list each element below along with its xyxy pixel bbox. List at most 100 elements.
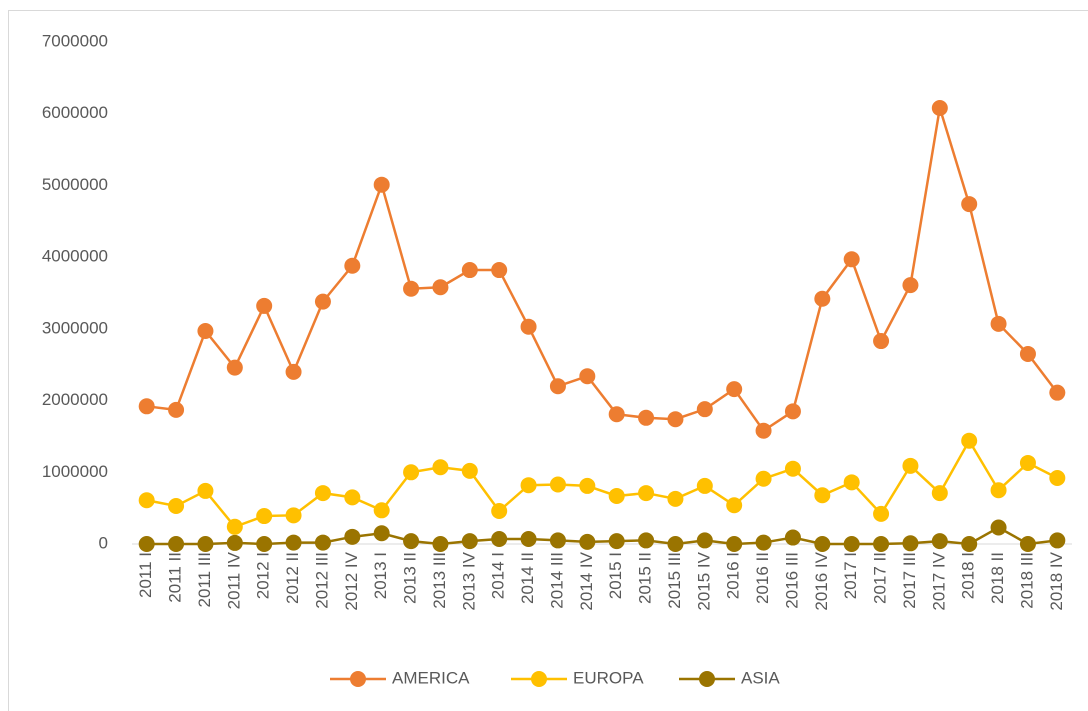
x-tick-label: 2016 II	[753, 552, 772, 604]
x-tick-label: 2013 IV	[459, 551, 478, 610]
y-tick-label: 5000000	[42, 175, 108, 194]
y-tick-label: 3000000	[42, 318, 108, 337]
data-point	[520, 318, 537, 335]
x-tick-label: 2012 I	[254, 552, 273, 599]
y-tick-label: 4000000	[42, 247, 108, 266]
data-point	[696, 477, 713, 494]
data-point	[461, 533, 478, 550]
data-point	[403, 533, 420, 550]
data-point	[638, 532, 655, 549]
x-tick-label: 2018 II	[988, 552, 1007, 604]
series-line	[146, 107, 1059, 433]
x-tick-label: 2018 IV	[1047, 551, 1066, 610]
data-point	[344, 528, 361, 545]
data-point	[726, 497, 743, 514]
data-point	[696, 401, 713, 418]
data-point	[226, 359, 243, 376]
x-tick-label: 2018 III	[1017, 552, 1036, 609]
data-point	[549, 378, 566, 395]
x-tick-label: 2017 IV	[929, 551, 948, 610]
x-tick-label: 2018 I	[959, 552, 978, 599]
x-tick-label: 2014 IV	[577, 551, 596, 610]
data-point	[784, 460, 801, 477]
data-point	[520, 477, 537, 494]
data-point	[931, 99, 948, 116]
data-point	[1019, 345, 1036, 362]
x-tick-label: 2013 III	[430, 552, 449, 609]
data-point	[491, 503, 508, 520]
data-point	[726, 536, 743, 552]
y-tick-label: 7000000	[42, 31, 108, 50]
data-point	[814, 290, 831, 307]
data-point	[285, 363, 302, 380]
x-tick-label: 2015 II	[636, 552, 655, 604]
x-tick-label: 2015 IV	[694, 551, 713, 610]
legend-label: ASIA	[741, 668, 780, 687]
data-point	[344, 489, 361, 506]
data-point	[784, 403, 801, 420]
data-point	[197, 323, 214, 340]
x-tick-label: 2012 II	[283, 552, 302, 604]
data-point	[285, 507, 302, 524]
data-point	[197, 536, 214, 552]
data-point	[755, 534, 772, 551]
data-point	[403, 280, 420, 297]
x-tick-label: 2014 III	[547, 552, 566, 609]
x-tick-label: 2011 III	[195, 552, 214, 607]
x-tick-label: 2012 IV	[342, 551, 361, 610]
data-point	[1019, 536, 1036, 552]
data-point	[638, 485, 655, 502]
data-point	[549, 476, 566, 493]
data-point	[961, 196, 978, 213]
data-point	[314, 534, 331, 551]
data-point	[667, 490, 684, 507]
data-point	[843, 536, 860, 552]
data-point	[961, 536, 978, 552]
data-point	[168, 536, 185, 552]
data-point	[931, 485, 948, 502]
data-point	[784, 529, 801, 546]
x-tick-label: 2012 III	[312, 552, 331, 609]
data-point	[432, 279, 449, 296]
data-point	[667, 411, 684, 428]
data-point	[873, 333, 890, 350]
chart-border	[8, 10, 1088, 711]
data-point	[990, 482, 1007, 499]
data-point	[373, 525, 390, 542]
data-point	[667, 536, 684, 552]
data-point	[461, 462, 478, 479]
data-point	[961, 432, 978, 449]
data-point	[226, 534, 243, 551]
data-point	[285, 534, 302, 551]
data-point	[168, 401, 185, 418]
legend-label: EUROPA	[573, 668, 644, 687]
data-point	[902, 277, 919, 294]
data-point	[256, 508, 273, 525]
data-point	[314, 485, 331, 502]
x-tick-label: 2011 II	[166, 552, 185, 603]
data-point	[256, 297, 273, 314]
data-point	[314, 293, 331, 310]
x-tick-label: 2015 III	[665, 552, 684, 609]
x-tick-label: 2014 I	[489, 552, 508, 599]
x-tick-label: 2011 IV	[224, 551, 243, 609]
data-point	[843, 474, 860, 491]
x-tick-label: 2017 II	[871, 552, 890, 604]
y-tick-label: 2000000	[42, 390, 108, 409]
legend-label: AMERICA	[392, 668, 470, 687]
data-point	[197, 482, 214, 499]
data-point	[638, 409, 655, 426]
data-point	[403, 464, 420, 481]
data-point	[726, 381, 743, 398]
data-point	[226, 518, 243, 535]
data-point	[373, 502, 390, 519]
series-line	[146, 438, 1058, 529]
x-tick-label: 2016 IV	[812, 551, 831, 610]
x-tick-label: 2015 I	[606, 552, 625, 599]
data-point	[873, 536, 890, 552]
y-tick-label: 0	[99, 533, 108, 552]
x-tick-label: 2017 III	[900, 552, 919, 609]
data-point	[814, 536, 831, 552]
data-point	[755, 422, 772, 439]
